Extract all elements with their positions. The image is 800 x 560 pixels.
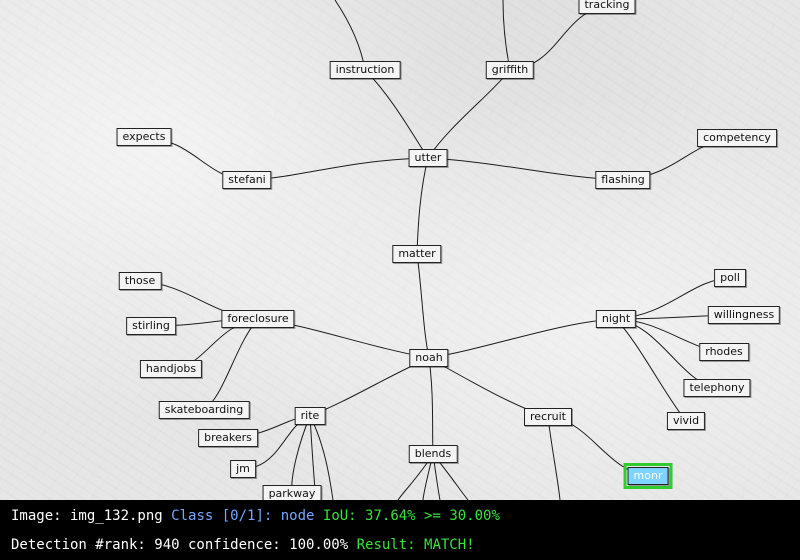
edge-matter-noah bbox=[416, 253, 430, 359]
class-text: Class [0/1]: node bbox=[171, 508, 315, 524]
status-line-1: Image: img_132.png Class [0/1]: node IoU… bbox=[11, 508, 500, 524]
node-those[interactable]: those bbox=[118, 272, 162, 290]
edge-griffith-up bbox=[502, 0, 511, 71]
edge-foreclosure-skateboarding bbox=[203, 318, 259, 411]
node-rite[interactable]: rite bbox=[294, 407, 326, 425]
node-utter[interactable]: utter bbox=[408, 149, 448, 167]
edge-recruit-down bbox=[547, 416, 561, 500]
diagram-canvas: tracking instruction griffith expects co… bbox=[0, 0, 800, 500]
node-stefani[interactable]: stefani bbox=[222, 171, 272, 189]
edge-utter-flashing bbox=[427, 157, 624, 181]
node-flashing[interactable]: flashing bbox=[595, 171, 651, 189]
node-poll[interactable]: poll bbox=[714, 269, 746, 287]
node-recruit[interactable]: recruit bbox=[524, 408, 572, 426]
node-handjobs[interactable]: handjobs bbox=[139, 360, 203, 378]
edge-noah-night bbox=[428, 318, 617, 359]
edge-noah-blends bbox=[428, 357, 434, 455]
detection-text: Detection #rank: 940 confidence: 100.00% bbox=[11, 537, 349, 553]
node-rhodes[interactable]: rhodes bbox=[699, 343, 749, 361]
node-griffith[interactable]: griffith bbox=[485, 61, 535, 79]
node-foreclosure[interactable]: foreclosure bbox=[221, 310, 295, 328]
edge-night-vivid bbox=[615, 318, 687, 422]
node-noah[interactable]: noah bbox=[409, 349, 449, 367]
edge-utter-griffith bbox=[427, 69, 511, 159]
iou-text: IoU: 37.64% >= 30.00% bbox=[322, 508, 500, 524]
edge-utter-matter bbox=[416, 157, 429, 255]
node-breakers[interactable]: breakers bbox=[198, 429, 258, 447]
node-vivid[interactable]: vivid bbox=[666, 412, 706, 430]
result-text: Result: MATCH! bbox=[356, 537, 475, 553]
node-skateboarding[interactable]: skateboarding bbox=[158, 401, 250, 419]
edge-instruction-up bbox=[334, 0, 366, 71]
edge-utter-instruction bbox=[364, 69, 429, 159]
node-telephony[interactable]: telephony bbox=[683, 379, 751, 397]
node-jm[interactable]: jm bbox=[230, 460, 256, 478]
node-matter[interactable]: matter bbox=[392, 245, 442, 263]
node-expects[interactable]: expects bbox=[116, 128, 172, 146]
node-competency[interactable]: competency bbox=[697, 129, 777, 147]
node-willingness[interactable]: willingness bbox=[707, 306, 781, 324]
node-instruction[interactable]: instruction bbox=[329, 61, 401, 79]
edge-utter-stefani bbox=[246, 157, 429, 181]
node-night[interactable]: night bbox=[595, 310, 637, 328]
node-blends[interactable]: blends bbox=[408, 445, 458, 463]
status-line-2: Detection #rank: 940 confidence: 100.00%… bbox=[11, 537, 475, 553]
node-parkway[interactable]: parkway bbox=[262, 485, 322, 500]
image-name: Image: img_132.png bbox=[11, 508, 163, 524]
node-stirling[interactable]: stirling bbox=[126, 317, 176, 335]
node-monr[interactable]: monr bbox=[623, 463, 673, 489]
node-tracking[interactable]: tracking bbox=[578, 0, 636, 14]
detection-status-bar: Image: img_132.png Class [0/1]: node IoU… bbox=[0, 500, 800, 560]
